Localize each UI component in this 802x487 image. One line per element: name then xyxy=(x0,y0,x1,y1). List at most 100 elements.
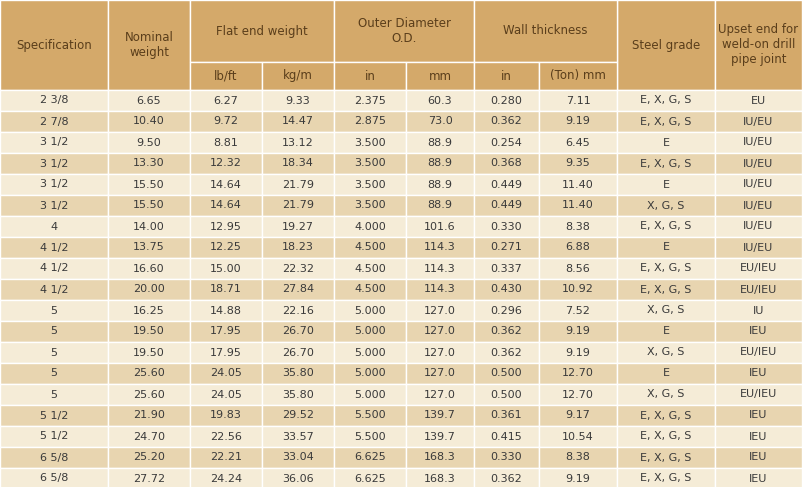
Text: 168.3: 168.3 xyxy=(424,452,456,463)
Text: 0.368: 0.368 xyxy=(491,158,522,169)
Bar xyxy=(715,111,802,132)
Bar xyxy=(474,195,539,216)
Bar xyxy=(0,468,108,487)
Text: 15.00: 15.00 xyxy=(210,263,242,274)
Bar xyxy=(406,321,474,342)
Text: 12.25: 12.25 xyxy=(210,243,242,252)
Text: 0.415: 0.415 xyxy=(491,431,522,442)
Text: X, G, S: X, G, S xyxy=(647,348,685,357)
Text: IEU: IEU xyxy=(749,452,768,463)
Bar xyxy=(262,468,334,487)
Text: 88.9: 88.9 xyxy=(427,158,452,169)
Bar xyxy=(108,111,190,132)
Bar xyxy=(190,468,262,487)
Bar xyxy=(0,216,108,237)
Text: 3 1/2: 3 1/2 xyxy=(40,180,68,189)
Text: 26.70: 26.70 xyxy=(282,326,314,337)
Bar xyxy=(715,174,802,195)
Bar xyxy=(617,342,715,363)
Bar xyxy=(715,447,802,468)
Text: 4: 4 xyxy=(51,222,58,231)
Bar xyxy=(617,111,715,132)
Bar xyxy=(715,216,802,237)
Text: 22.21: 22.21 xyxy=(210,452,242,463)
Text: 36.06: 36.06 xyxy=(282,473,314,484)
Bar xyxy=(190,321,262,342)
Bar xyxy=(474,279,539,300)
Bar xyxy=(190,90,262,111)
Bar xyxy=(0,195,108,216)
Text: 6.45: 6.45 xyxy=(565,137,590,148)
Bar xyxy=(474,258,539,279)
Text: 2.375: 2.375 xyxy=(354,95,386,106)
Bar xyxy=(334,426,406,447)
Text: Wall thickness: Wall thickness xyxy=(503,24,588,37)
Text: 9.35: 9.35 xyxy=(565,158,590,169)
Text: IEU: IEU xyxy=(749,326,768,337)
Bar xyxy=(617,132,715,153)
Bar xyxy=(617,363,715,384)
Text: X, G, S: X, G, S xyxy=(647,305,685,316)
Text: 0.330: 0.330 xyxy=(491,452,522,463)
Text: IEU: IEU xyxy=(749,369,768,378)
Text: (Ton) mm: (Ton) mm xyxy=(550,70,606,82)
Bar xyxy=(406,258,474,279)
Text: 5.000: 5.000 xyxy=(354,369,386,378)
Bar xyxy=(617,426,715,447)
Text: 21.90: 21.90 xyxy=(133,411,165,420)
Text: 22.16: 22.16 xyxy=(282,305,314,316)
Text: 13.75: 13.75 xyxy=(133,243,165,252)
Bar xyxy=(190,384,262,405)
Bar xyxy=(715,258,802,279)
Text: in: in xyxy=(501,70,512,82)
Bar xyxy=(190,216,262,237)
Bar xyxy=(474,90,539,111)
Bar xyxy=(190,279,262,300)
Bar xyxy=(406,216,474,237)
Bar xyxy=(108,90,190,111)
Text: Nominal
weight: Nominal weight xyxy=(124,31,173,59)
Bar xyxy=(715,195,802,216)
Bar xyxy=(108,405,190,426)
Text: 18.23: 18.23 xyxy=(282,243,314,252)
Text: 9.19: 9.19 xyxy=(565,116,590,127)
Text: EU/IEU: EU/IEU xyxy=(740,284,777,295)
Bar xyxy=(108,195,190,216)
Bar xyxy=(190,62,262,90)
Bar xyxy=(0,426,108,447)
Text: 35.80: 35.80 xyxy=(282,369,314,378)
Bar xyxy=(539,153,617,174)
Bar xyxy=(334,447,406,468)
Bar xyxy=(0,111,108,132)
Text: 14.64: 14.64 xyxy=(210,180,242,189)
Text: 10.92: 10.92 xyxy=(562,284,594,295)
Bar xyxy=(539,321,617,342)
Text: Outer Diameter
O.D.: Outer Diameter O.D. xyxy=(358,17,451,45)
Bar xyxy=(262,174,334,195)
Text: 18.34: 18.34 xyxy=(282,158,314,169)
Text: 6.65: 6.65 xyxy=(136,95,161,106)
Bar xyxy=(334,153,406,174)
Bar xyxy=(334,468,406,487)
Bar xyxy=(0,342,108,363)
Bar xyxy=(190,153,262,174)
Text: 12.32: 12.32 xyxy=(210,158,242,169)
Bar xyxy=(0,300,108,321)
Text: X, G, S: X, G, S xyxy=(647,201,685,210)
Text: IEU: IEU xyxy=(749,473,768,484)
Text: 14.88: 14.88 xyxy=(210,305,242,316)
Text: 24.05: 24.05 xyxy=(210,369,242,378)
Text: 127.0: 127.0 xyxy=(424,390,456,399)
Text: 9.50: 9.50 xyxy=(136,137,161,148)
Text: 6 5/8: 6 5/8 xyxy=(40,473,68,484)
Text: 25.60: 25.60 xyxy=(133,369,165,378)
Bar xyxy=(262,384,334,405)
Bar xyxy=(108,321,190,342)
Text: 16.25: 16.25 xyxy=(133,305,165,316)
Bar xyxy=(474,216,539,237)
Text: 16.60: 16.60 xyxy=(133,263,165,274)
Text: 8.56: 8.56 xyxy=(565,263,590,274)
Bar xyxy=(539,258,617,279)
Text: 24.70: 24.70 xyxy=(133,431,165,442)
Bar xyxy=(406,90,474,111)
